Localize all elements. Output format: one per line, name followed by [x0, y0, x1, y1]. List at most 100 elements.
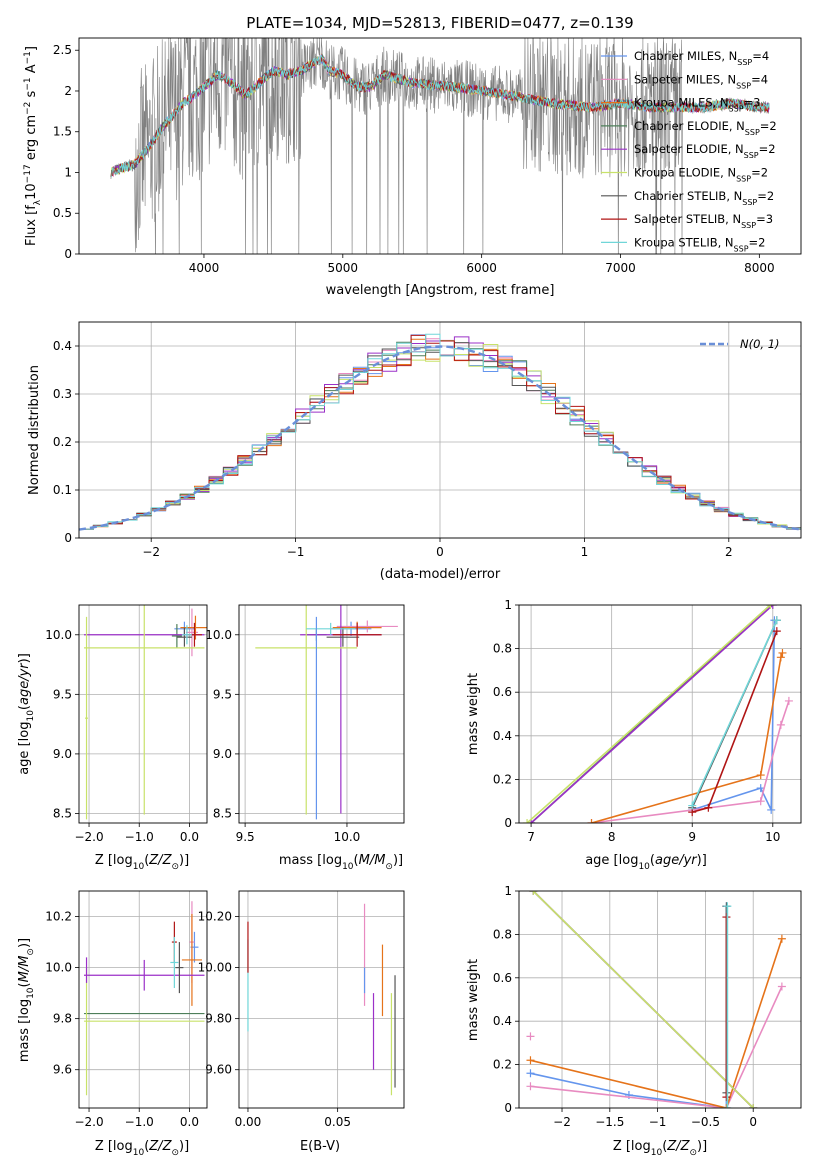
xtick-label-0-2: 6000 [466, 261, 497, 275]
massweight-marker-4-2-1 [756, 771, 765, 780]
spectrum-ylabel-e: A [24, 64, 39, 77]
xtick-label-4-1: 8 [608, 830, 616, 844]
massweight-marker-7-7-0 [722, 1093, 731, 1102]
massweight-marker-4-2-0 [587, 819, 596, 823]
legend-entry-sub-1: SSP [736, 81, 751, 90]
z-mass-ylabel: mass [log10(M/M⊙)] [17, 938, 36, 1062]
plot-area-7 [526, 891, 786, 1108]
massweight-line-7-5 [532, 891, 754, 1108]
xtick-label-3-0: 9.5 [236, 830, 255, 844]
age-mw-xlabel-sub: 10 [638, 862, 650, 872]
z-mass-ylabel-sun: ⊙ [26, 948, 36, 956]
ytick-label-0-4: 2 [64, 84, 72, 98]
ytick-label-0-3: 1.5 [53, 125, 72, 139]
ytick-label-7-0: 0 [504, 1101, 512, 1115]
legend-entry-tail-5: =2 [751, 166, 768, 180]
massweight-marker-7-1-0 [526, 1082, 535, 1091]
extra-marker-7-0 [526, 1032, 535, 1041]
z-age-xlabel-sub: 10 [133, 862, 145, 872]
mass-age-axes: 9.5 10.0 8.5 9.0 9.5 10.0 [205, 604, 405, 844]
ytick-label-4-2: 0.4 [493, 729, 512, 743]
histogram-step-8 [79, 333, 801, 530]
massweight-line-4-5 [526, 605, 771, 823]
age-mw-xlabel-age: age/yr [655, 853, 698, 868]
ytick-label-0-0: 0 [64, 247, 72, 261]
massweight-line-7-0 [530, 906, 728, 1108]
axes-frame-2 [78, 604, 208, 824]
model-spectrum-line-8 [110, 54, 770, 178]
hist-legend-label: N(0, 1) [740, 337, 780, 351]
massweight-marker-4-8-0 [688, 801, 697, 810]
massweight-line-4-1 [591, 700, 790, 823]
legend-entry-6: Chabrier STELIB, NSSP=2 [634, 189, 774, 207]
ytick-label-1-0: 0 [64, 531, 72, 545]
massweight-marker-4-0-2 [767, 805, 776, 814]
z-age-ylabel: age [log10(age/yr)] [17, 653, 36, 775]
massweight-marker-7-5-1 [749, 1104, 758, 1108]
legend-entry-sub-5: SSP [736, 174, 751, 183]
plot-area-2 [84, 605, 207, 820]
legend-entry-sub-8: SSP [734, 244, 749, 253]
z-age-xlabel: Z [log10(Z/Z⊙)] [95, 853, 189, 872]
massweight-marker-4-8-1 [772, 616, 781, 625]
spectrum-ylabel-c: erg cm [24, 115, 39, 164]
mass-age-xlabel-sub: 10 [342, 862, 354, 872]
plot-area-4 [523, 605, 793, 823]
xtick-label-0-3: 7000 [605, 261, 636, 275]
legend-entry-sub-0: SSP [737, 58, 752, 67]
observed-spectrum-line [110, 38, 770, 254]
legend-entry-sub-7: SSP [741, 221, 756, 230]
plot-area-6 [247, 903, 396, 1096]
ebv-xlabel: E(B-V) [300, 1139, 340, 1154]
normal-curve-line [79, 345, 801, 531]
xtick-label-4-2: 9 [688, 830, 696, 844]
massweight-line-4-8 [691, 619, 778, 806]
z-mass-xlabel-sub: 10 [133, 1148, 145, 1158]
age-massweight-axes: 7 8 9 10 0 0.2 0.4 0.6 0.8 1 [493, 598, 802, 844]
ytick-label-3-0: 8.5 [213, 806, 232, 820]
xtick-label-4-3: 10 [765, 830, 780, 844]
hist-xlabel: (data-model)/error [380, 567, 501, 582]
massweight-marker-7-7-1 [722, 913, 731, 922]
mass-age-xlabel-sun: ⊙ [385, 862, 393, 872]
hist-ylabel: Normed distribution [27, 365, 42, 495]
ytick-label-3-1: 9.0 [213, 747, 232, 761]
spectrum-axes: 4000 5000 6000 7000 8000 0 0.5 1 1.5 2 2.5 [53, 37, 802, 275]
xtick-label-1-3: 1 [581, 545, 589, 559]
massweight-marker-7-0-0 [526, 1069, 535, 1078]
z-mass-xlabel: Z [log10(Z/Z⊙)] [95, 1139, 189, 1158]
massweight-marker-4-1-3 [784, 696, 793, 705]
massweight-marker-7-1-2 [777, 982, 786, 991]
ytick-label-6-2: 10.00 [198, 961, 232, 975]
z-mw-ylabel: mass weight [466, 959, 481, 1041]
legend-entry-tail-2: =3 [744, 96, 761, 110]
legend-entry-4: Salpeter ELODIE, NSSP=2 [634, 142, 776, 160]
massweight-marker-4-4-1 [768, 605, 777, 609]
spectrum-ylabel-d: s [24, 90, 39, 101]
legend-entry-tail-4: =2 [759, 142, 776, 156]
xtick-label-7-1: −1.5 [595, 1115, 624, 1129]
massweight-marker-7-2-1 [722, 1104, 731, 1108]
axes-frame-6 [238, 890, 405, 1109]
axes-frame-7 [518, 890, 802, 1109]
legend-entry-tail-8: =2 [749, 235, 766, 249]
xtick-label-0-0: 4000 [189, 261, 220, 275]
xtick-label-7-0: −2 [553, 1115, 571, 1129]
xtick-label-6-1: 0.05 [324, 1115, 351, 1129]
ytick-label-6-3: 10.20 [198, 910, 232, 924]
massweight-marker-4-5-1 [766, 605, 775, 609]
z-mass-axes: −2.0 −1.0 0.0 9.6 9.8 10.0 10.2 [45, 890, 208, 1129]
xtick-label-7-4: 0 [749, 1115, 757, 1129]
xtick-label-6-0: 0.00 [235, 1115, 262, 1129]
mass-age-xlabel: mass [log10(M/M⊙)] [279, 853, 403, 872]
ytick-label-4-4: 0.8 [493, 642, 512, 656]
xtick-label-5-2: 0.0 [180, 1115, 199, 1129]
xtick-label-1-1: −1 [287, 545, 305, 559]
xtick-label-7-2: −1 [649, 1115, 667, 1129]
massweight-line-7-1 [530, 986, 783, 1108]
spectrum-ylabel-sup2: −2 [23, 102, 33, 115]
ytick-label-3-3: 10.0 [205, 628, 232, 642]
z-age-ylabel-age: age/yr [17, 662, 32, 705]
legend-entry-sub-3: SSP [745, 127, 760, 136]
z-age-axes: −2.0 −1.0 0.0 8.5 9.0 9.5 10.0 [45, 604, 208, 844]
